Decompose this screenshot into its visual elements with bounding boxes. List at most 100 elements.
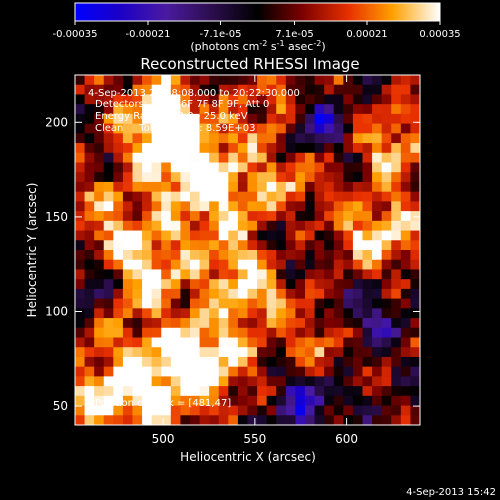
heatmap-cell: [122, 94, 134, 105]
heatmap-cell: [132, 288, 143, 300]
heatmap-cell: [113, 172, 124, 183]
heatmap-cell: [142, 230, 153, 241]
heatmap-cell: [285, 84, 297, 96]
heatmap-cell: [362, 347, 373, 358]
heatmap-cell: [295, 240, 306, 251]
heatmap-cell: [103, 181, 114, 193]
heatmap-cell: [218, 123, 229, 134]
heatmap-cell: [305, 152, 316, 164]
heatmap-cell: [257, 395, 268, 407]
heatmap-cell: [170, 279, 182, 290]
heatmap-cell: [75, 279, 86, 290]
heatmap-cell: [324, 366, 335, 377]
heatmap-cell: [314, 327, 325, 339]
heatmap-cell: [305, 133, 316, 144]
heatmap-cell: [276, 250, 287, 261]
heatmap-cell: [381, 415, 392, 425]
heatmap-cell: [314, 356, 325, 368]
heatmap-cell: [142, 327, 153, 339]
heatmap-cell: [209, 337, 220, 348]
heatmap-cell: [228, 123, 239, 134]
heatmap-cell: [247, 162, 258, 173]
heatmap-cell: [75, 356, 86, 368]
heatmap-cell: [410, 172, 420, 183]
heatmap-cell: [142, 298, 153, 309]
heatmap-cell: [305, 230, 316, 241]
heatmap-cell: [305, 211, 316, 222]
heatmap-cell: [333, 123, 344, 134]
heatmap-cell: [132, 240, 143, 251]
heatmap-cell: [170, 250, 182, 261]
heatmap-cell: [94, 356, 105, 368]
heatmap-cell: [151, 405, 162, 416]
heatmap-cell: [132, 376, 143, 387]
heatmap-cell: [343, 366, 354, 377]
heatmap-cell: [285, 230, 297, 241]
heatmap-cell: [352, 172, 364, 183]
heatmap-cell: [276, 211, 287, 222]
heatmap-cell: [285, 201, 297, 212]
heatmap-cell: [113, 181, 124, 193]
heatmap-cell: [228, 386, 239, 397]
heatmap-cell: [237, 318, 249, 329]
heatmap-cell: [94, 415, 105, 425]
heatmap-cell: [218, 327, 229, 339]
heatmap-cell: [400, 376, 412, 387]
heatmap-cell: [247, 104, 258, 115]
heatmap-cell: [142, 133, 153, 144]
heatmap-cell: [247, 327, 258, 339]
heatmap-cell: [266, 405, 277, 416]
heatmap-cell: [142, 279, 153, 290]
heatmap-cell: [161, 337, 172, 348]
heatmap-cell: [295, 279, 306, 290]
heatmap-cell: [218, 191, 229, 202]
heatmap-cell: [113, 337, 124, 348]
heatmap-cell: [161, 230, 172, 241]
heatmap-cell: [132, 318, 143, 329]
heatmap-cell: [276, 288, 287, 300]
heatmap-cell: [257, 191, 268, 202]
heatmap-cell: [343, 191, 354, 202]
heatmap-cell: [285, 298, 297, 309]
heatmap-cell: [333, 298, 344, 309]
heatmap-cell: [228, 230, 239, 241]
heatmap-cell: [400, 415, 412, 425]
heatmap-cell: [343, 356, 354, 368]
heatmap-cell: [142, 259, 153, 271]
heatmap-cell: [151, 230, 162, 241]
heatmap-cell: [343, 259, 354, 271]
heatmap-cell: [247, 376, 258, 387]
heatmap-cell: [113, 230, 124, 241]
heatmap-cell: [94, 123, 105, 134]
heatmap-cell: [362, 366, 373, 377]
heatmap-cell: [132, 123, 143, 134]
heatmap-cell: [142, 269, 153, 280]
heatmap-cell: [372, 395, 383, 407]
heatmap-cell: [209, 250, 220, 261]
heatmap-cell: [103, 220, 114, 232]
heatmap-cell: [247, 240, 258, 251]
heatmap-cell: [151, 181, 162, 193]
heatmap-cell: [94, 279, 105, 290]
heatmap-cell: [199, 143, 210, 154]
heatmap-cell: [113, 288, 124, 300]
heatmap-cell: [122, 133, 134, 144]
y-axis-label: Heliocentric Y (arcsec): [25, 183, 39, 318]
heatmap-cell: [314, 123, 325, 134]
heatmap-cell: [314, 395, 325, 407]
heatmap-cell: [218, 250, 229, 261]
heatmap-cell: [122, 376, 134, 387]
heatmap-cell: [247, 181, 258, 193]
heatmap-cell: [180, 94, 191, 105]
heatmap-cell: [94, 386, 105, 397]
heatmap-cell: [295, 376, 306, 387]
heatmap-cell: [228, 298, 239, 309]
heatmap-cell: [122, 104, 134, 115]
heatmap-cell: [410, 84, 420, 96]
heatmap-cell: [314, 298, 325, 309]
heatmap-cell: [400, 298, 412, 309]
heatmap-cell: [257, 366, 268, 377]
heatmap-cell: [132, 337, 143, 348]
heatmap-cell: [314, 288, 325, 300]
heatmap-cell: [170, 133, 182, 144]
